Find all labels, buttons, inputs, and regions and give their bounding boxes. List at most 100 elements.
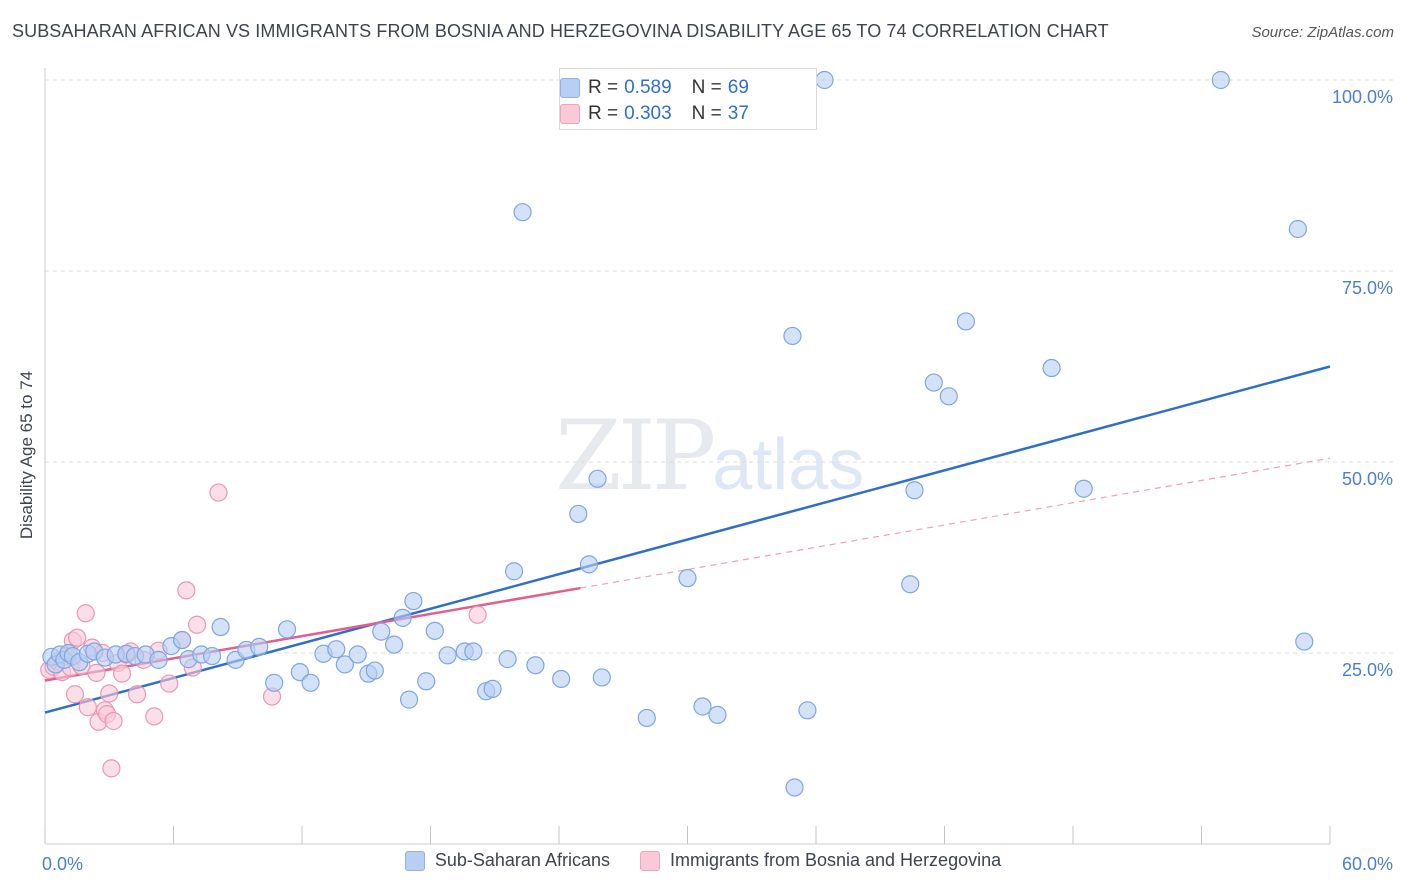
grid-lines [45,79,1393,654]
subsaharan-point [425,621,444,640]
stats-row-bosnia: R = 0.303 N = 37 [560,102,749,126]
subsaharan-point [504,562,524,581]
subsaharan-point [277,620,297,639]
bosnia-point [127,685,147,704]
subsaharan-point [399,690,419,709]
y-tick-label: 75.0% [1342,278,1393,298]
correlation-stats-box: R = 0.589 N = 69 R = 0.303 N = 37 [559,68,817,130]
stats-swatch-pink [560,104,580,124]
axes [44,68,1331,845]
r-label: R = [588,77,619,98]
subsaharan-point [348,645,367,664]
subsaharan-point [708,705,727,724]
subsaharan-point [637,708,656,728]
r-value: 0.589 [624,77,672,98]
bosnia-point [76,604,95,623]
source-label: Source: ZipAtlas.com [1251,24,1394,41]
subsaharan-point [785,778,804,797]
y-tick-label: 50.0% [1342,469,1393,489]
subsaharan-point [783,326,802,346]
bosnia-point [102,759,121,778]
subsaharan-point [956,312,976,331]
legend-label: Immigrants from Bosnia and Herzegovina [669,850,1002,870]
subsaharan-point [1295,632,1314,651]
legend-swatch-pink [639,850,660,871]
subsaharan-point [693,697,712,716]
subsaharan-point [404,591,423,611]
subsaharan-point [202,646,222,666]
subsaharan-point [417,672,436,691]
subsaharan-point [301,673,320,692]
subsaharan-point [569,504,588,524]
bosnia-point [65,685,85,704]
n-label: N = [691,103,722,124]
stats-row-subsaharan: R = 0.589 N = 69 [560,76,749,100]
bosnia-point [145,707,164,726]
subsaharan-point [498,650,517,669]
bosnia-point [160,674,179,693]
watermark-atlas: atlas [712,425,865,505]
y-tick-label: 25.0% [1342,660,1393,680]
subsaharan-point [798,701,817,720]
subsaharan-point [901,575,920,594]
subsaharan-point [464,642,483,661]
subsaharan-point [579,555,599,574]
subsaharan-point [149,650,168,669]
watermark: ZIPatlas [555,400,864,512]
subsaharan-point [1074,479,1093,498]
subsaharan-point [393,608,412,627]
trend-extension-bosnia [580,457,1331,589]
bosnia-point [187,615,207,634]
bosnia-point [209,483,228,502]
bosnia-point [68,628,87,647]
chart-title: SUBSAHARAN AFRICAN VS IMMIGRANTS FROM BO… [12,21,1109,41]
legend-swatch-blue [404,850,425,871]
subsaharan-point [905,481,924,500]
watermark-zip: ZIP [555,400,716,512]
series-bosnia-points [40,483,487,778]
subsaharan-point [513,203,532,222]
bosnia-point [468,605,487,624]
subsaharan-point [924,373,943,392]
subsaharan-point [265,673,284,692]
subsaharan-point [1042,358,1061,378]
legend: Sub-Saharan Africans Immigrants from Bos… [0,850,1406,871]
subsaharan-point [592,668,611,687]
subsaharan-point [372,622,391,641]
bosnia-point [177,581,196,600]
y-tick-label: 100.0% [1332,87,1393,107]
r-label: R = [588,103,619,124]
subsaharan-point [815,70,834,90]
subsaharan-point [526,656,545,675]
subsaharan-point [250,637,269,656]
legend-item-subsaharan[interactable]: Sub-Saharan Africans [404,850,610,871]
subsaharan-point [678,569,697,588]
legend-item-bosnia[interactable]: Immigrants from Bosnia and Herzegovina [639,850,1002,871]
n-value: 37 [727,103,749,124]
subsaharan-point [483,679,502,699]
subsaharan-point [939,387,958,406]
x-tick-label-min: 0.0% [42,854,83,874]
y-axis-label: Disability Age 65 to 74 [17,370,36,540]
series-subsaharan-points [42,70,1314,797]
subsaharan-point [552,669,571,689]
tick-labels: 25.0% 50.0% 75.0% 100.0% 0.0% 60.0% [42,87,1393,874]
bosnia-point [112,664,132,683]
subsaharan-point [384,635,404,654]
subsaharan-point [172,630,192,650]
r-value: 0.303 [624,103,672,124]
legend-label: Sub-Saharan Africans [434,850,610,870]
subsaharan-point [211,617,230,637]
bosnia-point [87,663,106,682]
subsaharan-point [1211,70,1230,90]
subsaharan-point [365,661,384,680]
stats-swatch-blue [560,78,580,98]
subsaharan-point [327,640,346,659]
subsaharan-point [588,469,607,488]
subsaharan-point [438,646,457,665]
bosnia-point [104,711,123,731]
x-tick-label-max: 60.0% [1342,854,1393,874]
bosnia-point [78,698,97,717]
subsaharan-point [335,655,354,674]
